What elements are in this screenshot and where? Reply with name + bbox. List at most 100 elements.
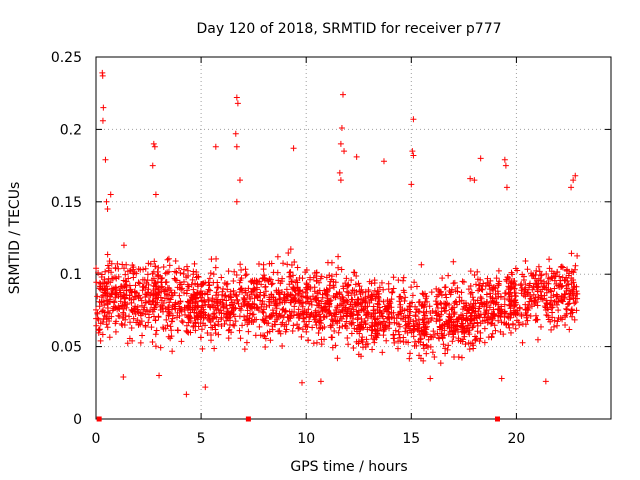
data-point (230, 277, 237, 284)
data-point (413, 283, 420, 290)
data-point (221, 292, 228, 299)
data-point (364, 326, 371, 333)
data-point (166, 285, 173, 292)
data-point (519, 339, 526, 346)
data-point (331, 327, 338, 334)
data-point (270, 294, 277, 301)
data-point (455, 315, 462, 322)
data-point (262, 284, 269, 291)
data-point (525, 289, 532, 296)
data-point (337, 140, 344, 147)
data-point (563, 282, 570, 289)
data-point (187, 314, 194, 321)
data-point (384, 303, 391, 310)
data-point (179, 285, 186, 292)
data-point (164, 269, 171, 276)
data-point (382, 306, 389, 313)
data-point (216, 299, 223, 306)
axis-marker (245, 416, 251, 422)
data-point (445, 321, 452, 328)
data-point (458, 289, 465, 296)
data-point (96, 285, 103, 292)
data-point (312, 296, 319, 303)
data-point (348, 330, 355, 337)
data-point (547, 287, 554, 294)
data-point (137, 339, 144, 346)
data-point (500, 331, 507, 338)
data-point (418, 261, 425, 268)
data-point (481, 311, 488, 318)
data-point (558, 263, 565, 270)
data-point (192, 299, 199, 306)
data-point (327, 285, 334, 292)
data-point (477, 155, 484, 162)
data-point (353, 299, 360, 306)
data-point (358, 319, 365, 326)
data-point (215, 331, 222, 338)
data-point (96, 303, 103, 310)
data-point (420, 341, 427, 348)
data-point (548, 326, 555, 333)
data-point (224, 305, 231, 312)
data-point (120, 374, 127, 381)
data-point (124, 268, 131, 275)
data-point (405, 320, 412, 327)
data-point (145, 319, 152, 326)
data-point (165, 255, 172, 262)
data-point (475, 305, 482, 312)
data-point (342, 304, 349, 311)
data-point (194, 316, 201, 323)
data-point (166, 304, 173, 311)
data-point (262, 343, 269, 350)
data-point (437, 289, 444, 296)
data-point (356, 283, 363, 290)
data-point (454, 288, 461, 295)
data-point (290, 312, 297, 319)
data-point (319, 294, 326, 301)
data-point (348, 290, 355, 297)
data-point (491, 284, 498, 291)
data-point (282, 328, 289, 335)
data-point (204, 315, 211, 322)
data-point (420, 309, 427, 316)
data-point (454, 301, 461, 308)
data-point (180, 278, 187, 285)
data-point (137, 321, 144, 328)
data-point (362, 298, 369, 305)
data-point (208, 337, 215, 344)
data-point (474, 322, 481, 329)
data-point (406, 312, 413, 319)
data-point (370, 307, 377, 314)
data-point (334, 291, 341, 298)
data-point (118, 320, 125, 327)
data-point (313, 269, 320, 276)
data-point (128, 299, 135, 306)
data-point (137, 312, 144, 319)
data-point (442, 291, 449, 298)
data-point (429, 307, 436, 314)
data-point (107, 191, 114, 198)
data-point (371, 339, 378, 346)
data-point (288, 278, 295, 285)
data-point (476, 282, 483, 289)
data-point (419, 301, 426, 308)
data-point (556, 281, 563, 288)
data-point (249, 291, 256, 298)
y-axis-label: SRMTID / TECUs (7, 182, 23, 295)
data-point (564, 266, 571, 273)
data-point (538, 271, 545, 278)
data-point (101, 302, 108, 309)
data-point (97, 281, 104, 288)
data-point (559, 298, 566, 305)
data-point (502, 162, 509, 169)
data-point (396, 323, 403, 330)
data-point (150, 287, 157, 294)
data-point (311, 316, 318, 323)
data-point (289, 327, 296, 334)
data-point (184, 272, 191, 279)
data-point (114, 260, 121, 267)
data-point (295, 310, 302, 317)
data-point (451, 309, 458, 316)
x-axis-label: GPS time / hours (290, 459, 407, 475)
data-point (243, 271, 250, 278)
